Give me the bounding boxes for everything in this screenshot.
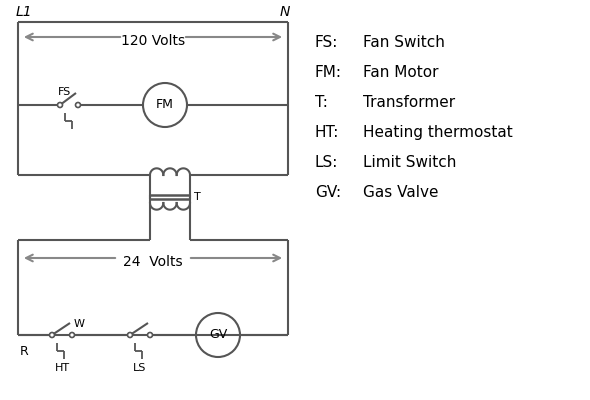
Circle shape <box>50 332 54 338</box>
Text: W: W <box>74 319 85 329</box>
Text: GV: GV <box>209 328 227 342</box>
Text: FS: FS <box>58 87 71 97</box>
Text: T: T <box>194 192 201 202</box>
Circle shape <box>127 332 133 338</box>
Text: R: R <box>20 345 29 358</box>
Text: LS:: LS: <box>315 155 339 170</box>
Circle shape <box>70 332 74 338</box>
Circle shape <box>76 102 80 108</box>
Text: Limit Switch: Limit Switch <box>363 155 457 170</box>
Text: FM: FM <box>156 98 174 112</box>
Text: Transformer: Transformer <box>363 95 455 110</box>
Text: N: N <box>280 5 290 19</box>
Text: 120 Volts: 120 Volts <box>121 34 185 48</box>
Text: LS: LS <box>133 363 147 373</box>
Text: GV:: GV: <box>315 185 341 200</box>
Text: FM:: FM: <box>315 65 342 80</box>
Text: 24  Volts: 24 Volts <box>123 255 183 269</box>
Text: Fan Motor: Fan Motor <box>363 65 438 80</box>
Text: Fan Switch: Fan Switch <box>363 35 445 50</box>
Text: L1: L1 <box>16 5 32 19</box>
Text: HT: HT <box>54 363 70 373</box>
Circle shape <box>57 102 63 108</box>
Text: FS:: FS: <box>315 35 339 50</box>
Text: Gas Valve: Gas Valve <box>363 185 438 200</box>
Text: Heating thermostat: Heating thermostat <box>363 125 513 140</box>
Text: HT:: HT: <box>315 125 339 140</box>
Text: T:: T: <box>315 95 328 110</box>
Circle shape <box>148 332 152 338</box>
